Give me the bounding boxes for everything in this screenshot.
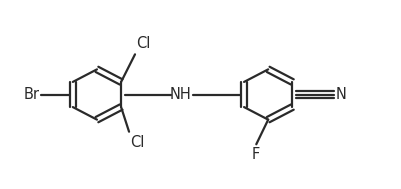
Text: Cl: Cl <box>130 135 144 150</box>
Text: NH: NH <box>170 87 191 102</box>
Text: Cl: Cl <box>136 36 150 51</box>
Text: N: N <box>336 87 347 102</box>
Text: F: F <box>251 147 259 162</box>
Text: Br: Br <box>23 87 39 102</box>
